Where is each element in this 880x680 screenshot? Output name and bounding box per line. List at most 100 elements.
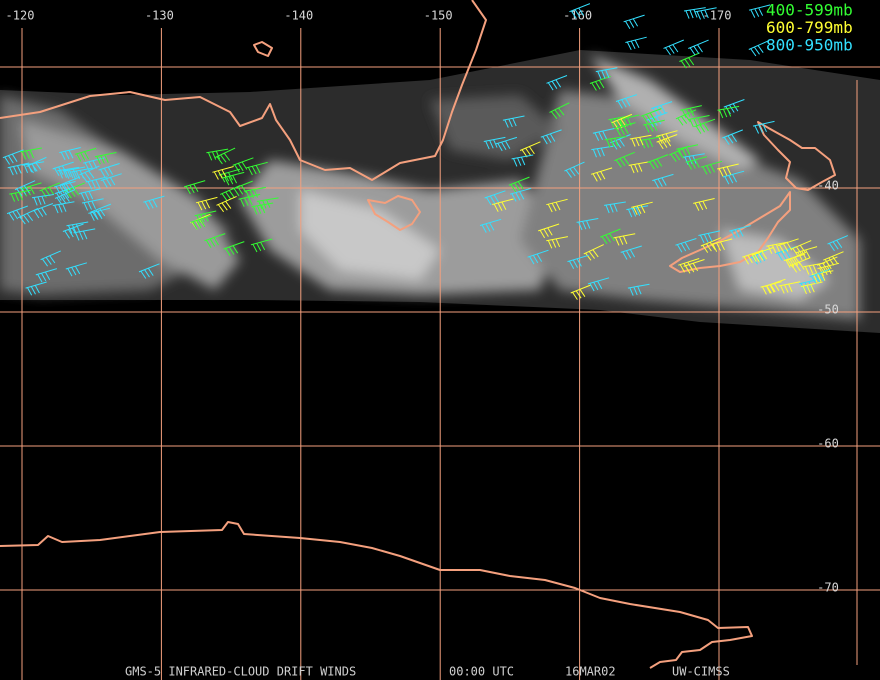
wind-barb: [717, 163, 739, 177]
wind-barb: [70, 167, 92, 180]
wind-barb: [717, 105, 740, 119]
wind-barb: [52, 161, 74, 177]
wind-barb: [250, 238, 273, 253]
wind-barb: [647, 154, 669, 170]
coastline: [253, 41, 273, 57]
wind-barb: [613, 233, 636, 246]
wind-barb: [675, 238, 697, 253]
legend-entry: 600-799mb: [766, 18, 853, 37]
cloud: [590, 55, 760, 170]
lon-label: -140: [284, 9, 313, 23]
wind-barb: [83, 157, 105, 171]
wind-barb: [32, 203, 54, 219]
wind-barb: [789, 257, 811, 273]
wind-barb: [54, 189, 76, 206]
wind-barb: [143, 195, 165, 210]
lat-label: -60: [817, 437, 839, 451]
wind-barb: [623, 14, 645, 30]
legend-entry: 800-950mb: [766, 36, 853, 55]
wind-barb: [20, 147, 42, 160]
wind-barb: [608, 115, 631, 128]
wind-barb: [549, 102, 570, 120]
wind-barb: [479, 218, 502, 233]
wind-barb: [214, 147, 236, 165]
wind-barb: [570, 284, 592, 300]
wind-barb: [587, 277, 610, 292]
wind-barb: [483, 136, 506, 150]
wind-barb: [25, 281, 47, 296]
wind-barb: [698, 230, 721, 244]
wind-barb: [79, 188, 101, 202]
wind-barb: [682, 153, 705, 165]
wind-barb: [39, 182, 61, 198]
wind-barb: [611, 113, 633, 130]
wind-barb: [800, 281, 823, 295]
wind-barb: [502, 115, 525, 128]
coastline: [367, 195, 421, 231]
wind-barb: [683, 259, 705, 274]
wind-barb: [2, 149, 24, 165]
wind-barb: [592, 128, 615, 141]
wind-barb: [783, 253, 806, 268]
wind-barb: [52, 201, 75, 214]
wind-barb: [809, 268, 831, 284]
wind-barb: [685, 156, 708, 170]
coastlines: [0, 0, 836, 669]
wind-barbs: [2, 3, 848, 300]
wind-barb: [748, 4, 771, 18]
wind-barb: [652, 173, 674, 188]
wind-barb: [17, 207, 39, 225]
wind-barb: [595, 67, 618, 80]
wind-barb: [9, 189, 31, 202]
wind-barb: [626, 205, 649, 218]
wind-barb: [590, 167, 613, 182]
wind-barb: [546, 75, 568, 91]
wind-barb: [640, 108, 662, 124]
wind-barb: [778, 281, 801, 294]
wind-barb: [59, 176, 81, 193]
wind-barb: [620, 245, 642, 260]
lon-label: -170: [703, 9, 732, 23]
wind-barb: [827, 235, 848, 252]
wind-barb: [138, 263, 160, 279]
wind-barb: [816, 256, 838, 273]
wind-barb: [495, 136, 518, 152]
wind-barb: [85, 176, 108, 190]
wind-barb: [643, 119, 665, 133]
wind-barb: [88, 207, 110, 221]
wind-barb: [617, 114, 640, 128]
wind-barb: [31, 194, 54, 206]
wind-barb: [35, 268, 58, 283]
wind-barb: [204, 233, 226, 248]
wind-barb: [82, 198, 104, 211]
wind-barb: [244, 186, 266, 199]
cloud: [430, 95, 560, 160]
wind-barb: [693, 198, 715, 211]
wind-barb: [538, 223, 560, 239]
wind-barb: [694, 118, 716, 134]
lat-label: -40: [817, 179, 839, 193]
wind-barb: [206, 148, 229, 161]
legend-entry: 400-599mb: [766, 1, 853, 20]
wind-barb: [656, 130, 678, 144]
wind-barb: [219, 185, 241, 202]
wind-barb: [73, 228, 96, 241]
wind-barb: [683, 7, 706, 19]
wind-barb: [764, 278, 786, 294]
wind-barb: [22, 161, 45, 173]
wind-barb: [604, 201, 626, 214]
wind-barb: [223, 241, 245, 257]
wind-barb: [63, 166, 86, 179]
wind-barb: [7, 162, 30, 176]
wind-barb: [700, 237, 722, 253]
graticule: -120 -130 -140 -150 -160 -170 -40 -50 -60 -70: [0, 9, 880, 680]
footer-text: 00:00 UTC: [449, 665, 514, 679]
wind-barb: [610, 134, 631, 150]
wind-barb: [492, 198, 514, 212]
wind-barb: [678, 258, 700, 273]
wind-barb: [232, 180, 253, 197]
wind-barb: [615, 94, 638, 109]
wind-barb: [508, 176, 530, 193]
footer-text: UW-CIMSS: [672, 665, 730, 679]
